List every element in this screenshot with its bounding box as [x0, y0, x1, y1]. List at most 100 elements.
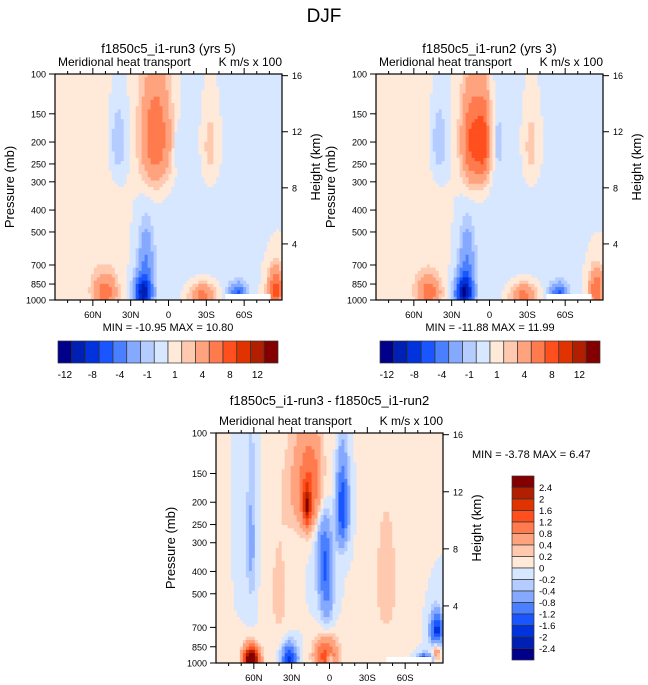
contour-cell: [138, 274, 143, 278]
contour-cell: [162, 141, 166, 146]
contour-cell: [204, 222, 208, 227]
contour-cell: [225, 86, 229, 91]
contour-cell: [123, 261, 128, 265]
contour-cell: [135, 180, 140, 185]
contour-cell: [111, 193, 116, 198]
contour-cell: [135, 135, 140, 139]
contour-cell: [180, 119, 184, 123]
contour-cell: [183, 248, 187, 252]
contour-cell: [246, 174, 250, 178]
contour-cell: [201, 277, 205, 282]
contour-cell: [129, 222, 134, 227]
contour-cell: [150, 251, 154, 256]
contour-cell: [249, 90, 253, 94]
contour-cell: [186, 128, 190, 133]
contour-cell: [273, 96, 277, 101]
contour-cell: [162, 251, 166, 256]
contour-cell: [117, 106, 122, 110]
contour-cell: [111, 106, 116, 110]
contour-cell: [123, 74, 128, 78]
contour-cell: [180, 77, 184, 81]
contour-cell: [165, 228, 169, 233]
contour-cell: [177, 145, 181, 149]
contour-cell: [186, 277, 190, 282]
contour-cell: [156, 122, 160, 127]
contour-cell: [177, 170, 181, 175]
contour-cell: [210, 170, 214, 175]
contour-cell: [261, 206, 265, 210]
contour-cell: [264, 245, 268, 249]
contour-cell: [66, 177, 71, 181]
contour-cell: [75, 219, 80, 223]
contour-cell: [75, 167, 80, 172]
contour-cell: [153, 86, 157, 91]
contour-cell: [87, 99, 92, 104]
contour-cell: [222, 164, 226, 169]
contour-cell: [153, 148, 157, 152]
contour-cell: [192, 245, 196, 249]
contour-cell: [111, 196, 116, 201]
contour-cell: [120, 151, 125, 156]
contour-cell: [93, 115, 98, 120]
contour-cell: [66, 145, 71, 149]
contour-cell: [126, 264, 131, 269]
contour-cell: [55, 138, 59, 143]
contour-cell: [153, 187, 157, 191]
contour-cell: [210, 77, 214, 81]
contour-cell: [84, 193, 89, 198]
contour-cell: [84, 132, 89, 136]
contour-cell: [147, 203, 151, 207]
contour-cell: [75, 267, 80, 272]
contour-cell: [180, 232, 184, 236]
contour-cell: [55, 128, 59, 133]
contour-cell: [249, 274, 253, 278]
contour-cell: [114, 209, 119, 214]
contour-cell: [81, 193, 86, 198]
contour-cell: [72, 219, 77, 223]
contour-cell: [69, 90, 74, 94]
contour-cell: [90, 261, 95, 265]
contour-cell: [168, 174, 172, 178]
contour-cell: [228, 245, 232, 249]
contour-cell: [96, 190, 101, 194]
contour-cell: [81, 270, 86, 275]
contour-cell: [123, 80, 128, 85]
contour-cell: [243, 128, 247, 133]
contour-cell: [126, 222, 131, 227]
contour-cell: [255, 277, 259, 282]
contour-cell: [222, 174, 226, 178]
contour-cell: [159, 283, 163, 288]
contour-cell: [237, 132, 241, 136]
contour-cell: [246, 180, 250, 185]
contour-cell: [177, 241, 181, 246]
contour-cell: [171, 261, 175, 265]
contour-cell: [99, 258, 104, 262]
contour-cell: [126, 135, 131, 139]
contour-cell: [246, 80, 250, 85]
contour-cell: [264, 183, 268, 188]
contour-cell: [132, 167, 137, 172]
contour-cell: [171, 177, 175, 181]
contour-cell: [63, 206, 68, 210]
contour-cell: [195, 180, 199, 185]
contour-cell: [222, 135, 226, 139]
contour-cell: [279, 222, 283, 227]
contour-cell: [93, 122, 98, 127]
contour-cell: [264, 274, 268, 278]
contour-cell: [55, 203, 59, 207]
contour-cell: [129, 245, 134, 249]
contour-cell: [228, 190, 232, 194]
contour-cell: [186, 225, 190, 230]
contour-cell: [105, 148, 110, 152]
contour-cell: [240, 222, 244, 227]
contour-cell: [108, 199, 113, 204]
contour-cell: [213, 128, 217, 133]
contour-cell: [186, 203, 190, 207]
contour-cell: [243, 103, 247, 107]
contour-cell: [123, 145, 128, 149]
contour-cell: [123, 222, 128, 227]
contour-cell: [96, 122, 101, 127]
contour-cell: [198, 161, 202, 165]
contour-cell: [168, 251, 172, 256]
contour-cell: [63, 212, 68, 217]
